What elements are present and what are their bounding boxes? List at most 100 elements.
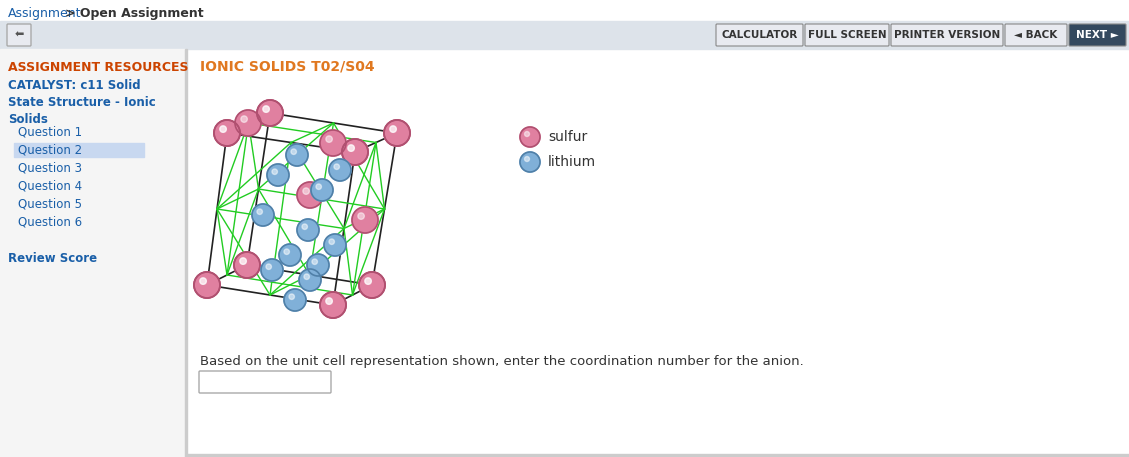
Circle shape <box>257 100 283 126</box>
FancyBboxPatch shape <box>891 24 1003 46</box>
Circle shape <box>286 144 308 166</box>
Circle shape <box>304 274 309 279</box>
Circle shape <box>342 139 368 165</box>
Circle shape <box>266 164 289 186</box>
Circle shape <box>279 244 301 266</box>
Text: Question 1: Question 1 <box>18 126 82 138</box>
Circle shape <box>520 152 540 172</box>
Circle shape <box>320 130 345 156</box>
Text: CATALYST: c11 Solid
State Structure - Ionic
Solids: CATALYST: c11 Solid State Structure - Io… <box>8 79 156 126</box>
Circle shape <box>359 272 385 298</box>
Text: NEXT ►: NEXT ► <box>1076 30 1119 40</box>
Circle shape <box>310 179 333 201</box>
Circle shape <box>257 209 262 214</box>
Bar <box>185 49 187 457</box>
Circle shape <box>301 224 307 229</box>
Circle shape <box>326 298 332 304</box>
Circle shape <box>358 213 365 219</box>
Text: Question 3: Question 3 <box>18 161 82 175</box>
Text: CALCULATOR: CALCULATOR <box>721 30 797 40</box>
Circle shape <box>285 289 306 311</box>
Circle shape <box>297 182 323 208</box>
Circle shape <box>312 259 317 265</box>
Circle shape <box>200 278 207 284</box>
Circle shape <box>324 234 345 256</box>
Circle shape <box>384 120 410 146</box>
FancyBboxPatch shape <box>1069 24 1126 46</box>
Circle shape <box>220 126 226 133</box>
Bar <box>0 49 185 457</box>
Text: > Open Assignment: > Open Assignment <box>65 7 203 21</box>
Text: Question 5: Question 5 <box>18 197 82 211</box>
Circle shape <box>348 145 355 151</box>
Circle shape <box>303 188 309 194</box>
Circle shape <box>326 298 332 304</box>
Circle shape <box>235 110 261 136</box>
Circle shape <box>329 239 334 244</box>
Circle shape <box>352 207 378 233</box>
Text: ASSIGNMENT RESOURCES: ASSIGNMENT RESOURCES <box>8 61 189 74</box>
Circle shape <box>194 272 220 298</box>
Text: Question 4: Question 4 <box>18 180 82 192</box>
Text: Question 2: Question 2 <box>18 143 82 156</box>
Circle shape <box>359 272 385 298</box>
Circle shape <box>307 254 329 276</box>
Circle shape <box>215 120 240 146</box>
Circle shape <box>215 120 240 146</box>
Circle shape <box>334 164 340 170</box>
Circle shape <box>234 252 260 278</box>
Circle shape <box>320 292 345 318</box>
Bar <box>187 454 1129 457</box>
Bar <box>14 143 145 157</box>
Circle shape <box>384 120 410 146</box>
Circle shape <box>365 278 371 284</box>
Text: lithium: lithium <box>548 155 596 169</box>
Circle shape <box>326 136 332 142</box>
Circle shape <box>297 219 320 241</box>
Circle shape <box>289 294 295 299</box>
Circle shape <box>257 100 283 126</box>
Circle shape <box>252 204 274 226</box>
Circle shape <box>525 156 530 161</box>
Circle shape <box>272 169 278 175</box>
Circle shape <box>316 184 322 190</box>
Text: sulfur: sulfur <box>548 130 587 144</box>
Text: Question 6: Question 6 <box>18 216 82 228</box>
FancyBboxPatch shape <box>7 24 30 46</box>
Text: FULL SCREEN: FULL SCREEN <box>807 30 886 40</box>
Circle shape <box>291 149 297 154</box>
Circle shape <box>263 106 270 112</box>
Circle shape <box>342 139 368 165</box>
Circle shape <box>348 145 355 151</box>
Circle shape <box>329 159 351 181</box>
Circle shape <box>263 106 270 112</box>
Circle shape <box>390 126 396 133</box>
Circle shape <box>194 272 220 298</box>
FancyBboxPatch shape <box>199 371 331 393</box>
Text: PRINTER VERSION: PRINTER VERSION <box>894 30 1000 40</box>
Text: Assignment: Assignment <box>8 7 81 21</box>
Circle shape <box>200 278 207 284</box>
Text: IONIC SOLIDS T02/S04: IONIC SOLIDS T02/S04 <box>200 59 375 73</box>
Circle shape <box>520 127 540 147</box>
Circle shape <box>390 126 396 133</box>
Bar <box>0 0 1129 27</box>
Circle shape <box>299 269 321 291</box>
Circle shape <box>266 264 271 270</box>
Circle shape <box>240 116 247 122</box>
FancyBboxPatch shape <box>1005 24 1067 46</box>
Text: Based on the unit cell representation shown, enter the coordination number for t: Based on the unit cell representation sh… <box>200 356 804 368</box>
FancyBboxPatch shape <box>805 24 889 46</box>
Circle shape <box>285 249 289 255</box>
Circle shape <box>320 292 345 318</box>
Circle shape <box>365 278 371 284</box>
FancyBboxPatch shape <box>716 24 803 46</box>
Text: Review Score: Review Score <box>8 253 97 266</box>
Circle shape <box>220 126 226 133</box>
Bar <box>0 21 1129 49</box>
Circle shape <box>239 258 246 264</box>
Circle shape <box>234 252 260 278</box>
Circle shape <box>239 258 246 264</box>
Text: ◄ BACK: ◄ BACK <box>1014 30 1058 40</box>
Circle shape <box>525 132 530 137</box>
